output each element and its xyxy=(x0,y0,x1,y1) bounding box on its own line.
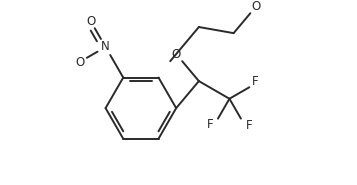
Text: O: O xyxy=(75,56,84,68)
Text: O: O xyxy=(86,14,95,28)
Text: F: F xyxy=(246,119,253,132)
Text: N: N xyxy=(101,41,110,53)
Text: F: F xyxy=(252,75,258,88)
Text: O: O xyxy=(172,48,181,60)
Text: O: O xyxy=(252,0,261,13)
Text: F: F xyxy=(207,118,214,131)
